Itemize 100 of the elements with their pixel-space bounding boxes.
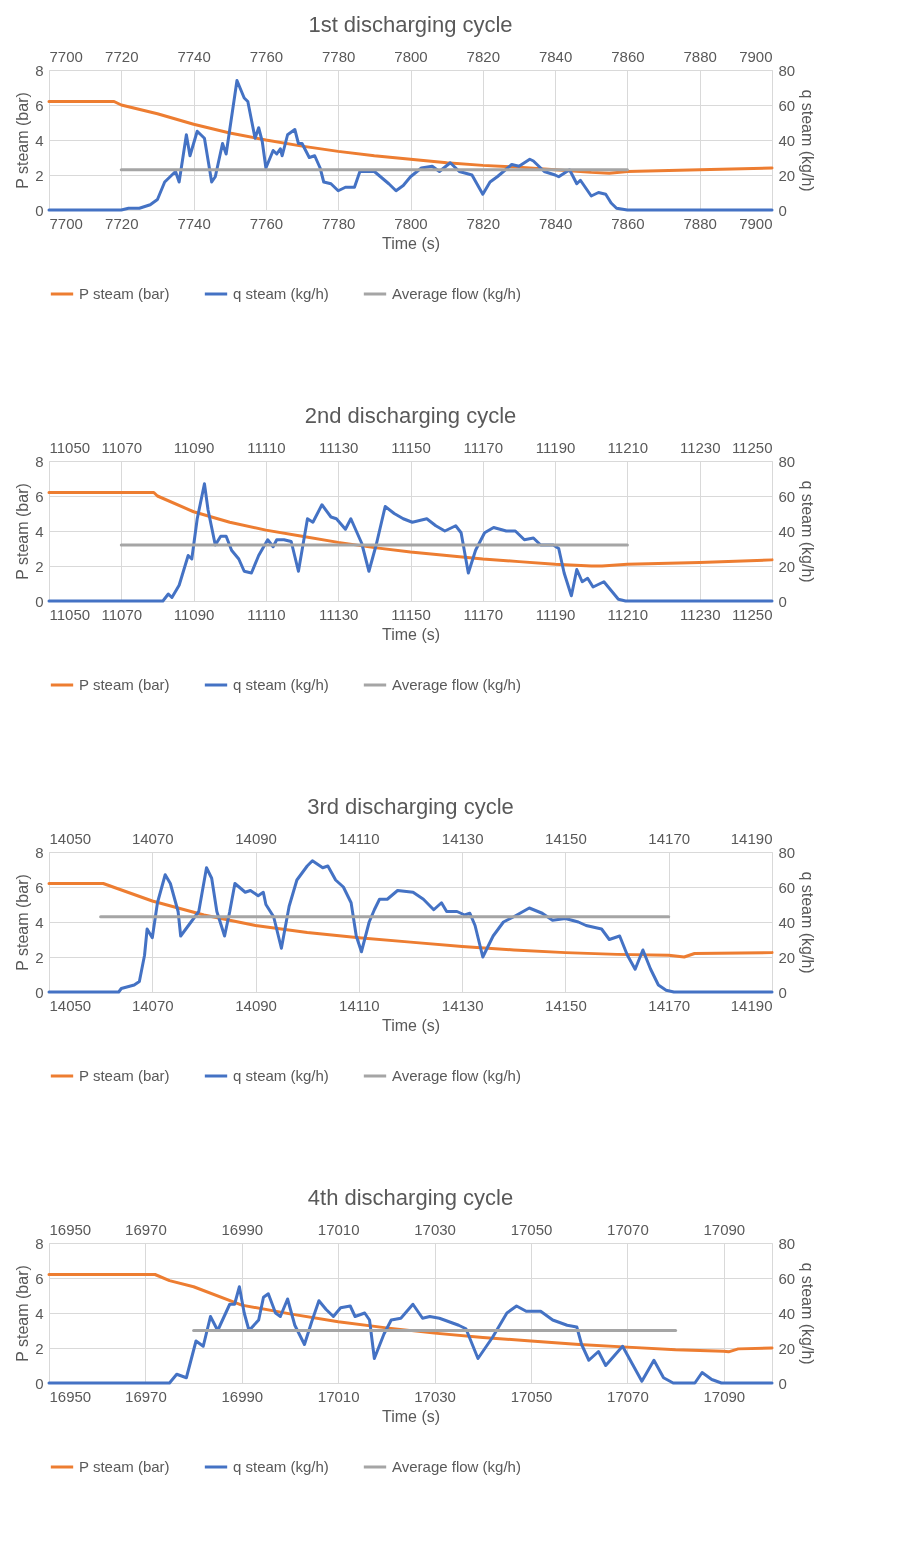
y-tick-label: 2 bbox=[35, 948, 44, 966]
x-tick-label: 16950 bbox=[49, 1387, 92, 1405]
x-tick-label: 14150 bbox=[545, 996, 587, 1014]
line-series bbox=[47, 882, 774, 959]
y2-axis-title: q steam (kg/h) bbox=[799, 871, 817, 974]
x2-tick-label: 11150 bbox=[391, 438, 431, 456]
y2-tick-label: 20 bbox=[778, 557, 796, 575]
x-tick-label: 11110 bbox=[247, 605, 286, 623]
x-axis-title: Time (s) bbox=[381, 1407, 441, 1425]
y2-tick-label: 60 bbox=[778, 96, 796, 114]
x2-tick-label: 7720 bbox=[105, 47, 139, 65]
x2-tick-label: 7700 bbox=[49, 47, 83, 65]
x2-tick-label: 14170 bbox=[648, 829, 691, 847]
y-tick-label: 0 bbox=[35, 201, 44, 219]
y2-tick-label: 80 bbox=[778, 843, 796, 861]
legend-label: P steam (bar) bbox=[79, 285, 170, 302]
x-tick-label: 11090 bbox=[173, 605, 215, 623]
x-tick-label: 11210 bbox=[607, 605, 649, 623]
x-tick-label: 7700 bbox=[49, 214, 83, 232]
x-tick-label: 16990 bbox=[221, 1387, 264, 1405]
y-tick-label: 8 bbox=[35, 1234, 44, 1252]
x2-tick-label: 7760 bbox=[249, 47, 284, 65]
x2-tick-label: 17030 bbox=[414, 1220, 456, 1238]
y-axis-title: P steam (bar) bbox=[14, 483, 32, 580]
x-tick-label: 14070 bbox=[131, 996, 174, 1014]
line-series bbox=[47, 491, 774, 568]
y-axis-title: P steam (bar) bbox=[14, 874, 32, 971]
x-tick-label: 17010 bbox=[317, 1387, 360, 1405]
x2-tick-label: 11110 bbox=[247, 438, 286, 456]
legend-label: Average flow (kg/h) bbox=[392, 1458, 521, 1475]
x-tick-label: 17030 bbox=[414, 1387, 456, 1405]
y2-tick-label: 80 bbox=[778, 61, 796, 79]
y2-tick-label: 40 bbox=[778, 913, 796, 931]
line-series bbox=[47, 859, 774, 994]
legend-label: P steam (bar) bbox=[79, 1458, 170, 1475]
x-tick-label: 16970 bbox=[125, 1387, 167, 1405]
y-tick-label: 0 bbox=[35, 983, 44, 1001]
x-tick-label: 14130 bbox=[441, 996, 484, 1014]
y-tick-label: 4 bbox=[35, 522, 44, 540]
x-tick-label: 7900 bbox=[739, 214, 773, 232]
x2-tick-label: 14150 bbox=[545, 829, 587, 847]
x-tick-label: 11170 bbox=[463, 605, 504, 623]
x-tick-label: 11050 bbox=[49, 605, 91, 623]
legend-label: q steam (kg/h) bbox=[233, 1067, 329, 1084]
x-tick-label: 7800 bbox=[394, 214, 428, 232]
y-tick-label: 4 bbox=[35, 913, 44, 931]
y2-tick-label: 60 bbox=[778, 1269, 796, 1287]
x2-tick-label: 11090 bbox=[173, 438, 215, 456]
y2-tick-label: 80 bbox=[778, 1234, 796, 1252]
x2-tick-label: 7880 bbox=[683, 47, 717, 65]
x2-tick-label: 17070 bbox=[607, 1220, 649, 1238]
x2-tick-label: 16990 bbox=[221, 1220, 264, 1238]
x2-tick-label: 11190 bbox=[535, 438, 576, 456]
y2-axis-title: q steam (kg/h) bbox=[799, 1262, 817, 1365]
y-tick-label: 4 bbox=[35, 131, 44, 149]
x2-tick-label: 17050 bbox=[510, 1220, 553, 1238]
y-tick-label: 2 bbox=[35, 557, 44, 575]
y2-tick-label: 60 bbox=[778, 487, 796, 505]
y-tick-label: 4 bbox=[35, 1304, 44, 1322]
legend-label: q steam (kg/h) bbox=[233, 285, 329, 302]
y-tick-label: 6 bbox=[35, 487, 44, 505]
chart-title: 3rd discharging cycle bbox=[307, 794, 514, 819]
y2-tick-label: 0 bbox=[778, 592, 787, 610]
y-tick-label: 2 bbox=[35, 1339, 44, 1357]
x2-tick-label: 14050 bbox=[49, 829, 92, 847]
legend-label: q steam (kg/h) bbox=[233, 676, 329, 693]
x2-tick-label: 11230 bbox=[679, 438, 721, 456]
legend-label: Average flow (kg/h) bbox=[392, 1067, 521, 1084]
y-tick-label: 6 bbox=[35, 878, 44, 896]
x2-tick-label: 11250 bbox=[731, 438, 773, 456]
x-tick-label: 11130 bbox=[318, 605, 359, 623]
y2-tick-label: 40 bbox=[778, 522, 796, 540]
x2-tick-label: 11170 bbox=[463, 438, 504, 456]
x2-tick-label: 14130 bbox=[441, 829, 484, 847]
y-tick-label: 0 bbox=[35, 1374, 44, 1392]
y2-tick-label: 40 bbox=[778, 131, 796, 149]
x-tick-label: 14170 bbox=[648, 996, 691, 1014]
x-tick-label: 7860 bbox=[611, 214, 645, 232]
legend-label: q steam (kg/h) bbox=[233, 1458, 329, 1475]
x-tick-label: 7740 bbox=[177, 214, 211, 232]
x-tick-label: 11250 bbox=[731, 605, 773, 623]
x-tick-label: 14090 bbox=[235, 996, 277, 1014]
x-tick-label: 7840 bbox=[538, 214, 573, 232]
x2-tick-label: 17010 bbox=[317, 1220, 360, 1238]
x2-tick-label: 14090 bbox=[235, 829, 277, 847]
x-axis-title: Time (s) bbox=[381, 1016, 441, 1034]
x-tick-label: 17050 bbox=[510, 1387, 553, 1405]
x-tick-label: 17070 bbox=[607, 1387, 649, 1405]
x-axis-title: Time (s) bbox=[381, 234, 441, 252]
x2-tick-label: 7800 bbox=[394, 47, 428, 65]
y-axis-title: P steam (bar) bbox=[14, 1265, 32, 1362]
y-tick-label: 0 bbox=[35, 592, 44, 610]
y-tick-label: 8 bbox=[35, 843, 44, 861]
x-tick-label: 14110 bbox=[339, 996, 380, 1014]
x-tick-label: 17090 bbox=[703, 1387, 746, 1405]
x-tick-label: 7720 bbox=[105, 214, 139, 232]
x-axis-title: Time (s) bbox=[381, 625, 441, 643]
x2-tick-label: 7840 bbox=[538, 47, 573, 65]
x2-tick-label: 11050 bbox=[49, 438, 91, 456]
line-series bbox=[47, 79, 774, 212]
